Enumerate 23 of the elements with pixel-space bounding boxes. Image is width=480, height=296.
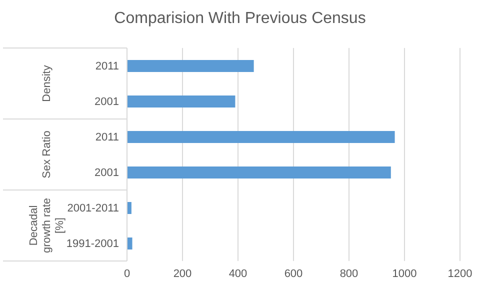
x-tick-label: 800 xyxy=(340,268,358,280)
y-tick-label: 2001 xyxy=(94,96,119,108)
x-tick-label: 200 xyxy=(173,268,192,280)
text: Sex Ratio xyxy=(41,130,53,178)
y-tick-label: 1991-2001 xyxy=(66,238,119,250)
bar xyxy=(127,202,132,214)
x-tick-label: 0 xyxy=(124,268,130,280)
bar xyxy=(127,96,236,108)
y-tick-label: 2001-2011 xyxy=(67,202,119,215)
x-tick-label: 400 xyxy=(228,268,248,280)
y-tick-label: 2001 xyxy=(94,167,119,180)
x-tick-label: 1000 xyxy=(392,268,417,280)
text: Density xyxy=(41,64,53,102)
x-tick-label: 1200 xyxy=(448,268,472,280)
y-tick-label: 2011 xyxy=(95,60,119,73)
bar xyxy=(127,60,254,72)
bar xyxy=(127,166,391,178)
bar xyxy=(127,131,395,143)
text: Decadal growth rate [%] xyxy=(28,198,66,254)
chart-title: Comparision With Previous Census xyxy=(113,10,367,28)
bar xyxy=(127,238,132,250)
y-tick-label: 2011 xyxy=(95,132,119,144)
x-tick-label: 600 xyxy=(284,268,303,280)
